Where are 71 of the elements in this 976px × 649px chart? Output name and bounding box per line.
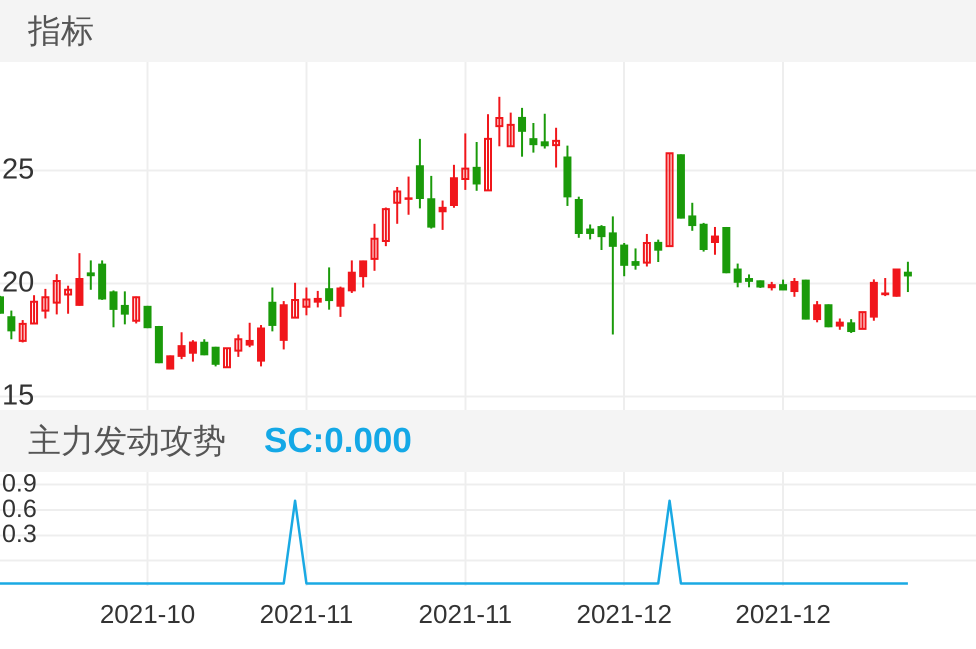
candlestick [608,215,617,336]
candlestick [654,238,662,263]
candlestick [120,290,129,326]
candlestick [30,294,38,325]
candlestick [688,202,696,232]
candlestick [325,266,334,311]
candlestick [836,317,844,331]
candlestick [790,277,798,298]
candlestick [41,288,50,320]
candlestick [881,277,890,298]
candlestick [904,260,912,294]
candlestick [178,331,186,360]
candlestick [642,232,651,268]
candlestick [336,286,344,318]
candlestick [359,259,368,289]
candlestick [86,259,95,291]
candlestick [847,318,856,334]
candlestick [540,112,549,150]
candlestick [52,273,61,316]
candlestick [620,242,628,278]
candlestick [393,186,402,225]
candlestick [813,300,822,324]
candlestick [779,278,788,292]
y-tick-label: 25 [2,153,34,186]
candlestick [64,284,72,315]
candlestick [461,132,470,191]
candlestick [314,290,322,308]
candlestick [212,346,220,368]
candlestick [495,96,504,148]
y-tick-label: 15 [2,379,34,412]
candlestick [404,176,413,216]
x-tick-label: 2021-12 [735,598,831,629]
candlestick [710,226,719,256]
candlestick [552,126,560,169]
candlestick [518,106,526,158]
candlestick [370,222,379,272]
candlestick [472,140,481,192]
candlestick [745,273,754,288]
candlestick [246,322,254,348]
candlestick [484,113,492,192]
candlestick [597,224,606,252]
y-tick-label: 20 [2,266,34,298]
candlestick [858,311,867,330]
candlestick [382,206,390,248]
candlestick [586,223,594,240]
candlestick [438,200,447,231]
candlestick [348,259,356,294]
candlestick [506,112,515,148]
x-tick-label: 2021-10 [100,598,196,629]
candlestick [291,282,300,319]
candlestick [18,319,27,344]
y-tick-label: 0.3 [2,520,37,548]
x-tick-label: 2021-11 [260,598,354,629]
candlestick [109,289,118,328]
candlestick [824,303,832,328]
candlestick [529,122,538,154]
candlestick [302,286,310,316]
candlestick [200,338,208,356]
candlestick [7,310,16,340]
candlestick [666,152,674,248]
chart-title: 指标 [28,10,94,52]
candlestick [188,339,197,363]
candlestick [734,262,742,288]
text: SC:0.000 [264,421,412,461]
x-tick-label: 2021-12 [576,598,672,629]
candlestick [222,347,231,368]
chart-title: 主力发动攻势 [28,420,226,462]
candlestick [632,247,640,271]
candlestick [132,295,140,324]
x-tick-label: 2021-11 [418,598,512,629]
candlestick [234,334,242,358]
